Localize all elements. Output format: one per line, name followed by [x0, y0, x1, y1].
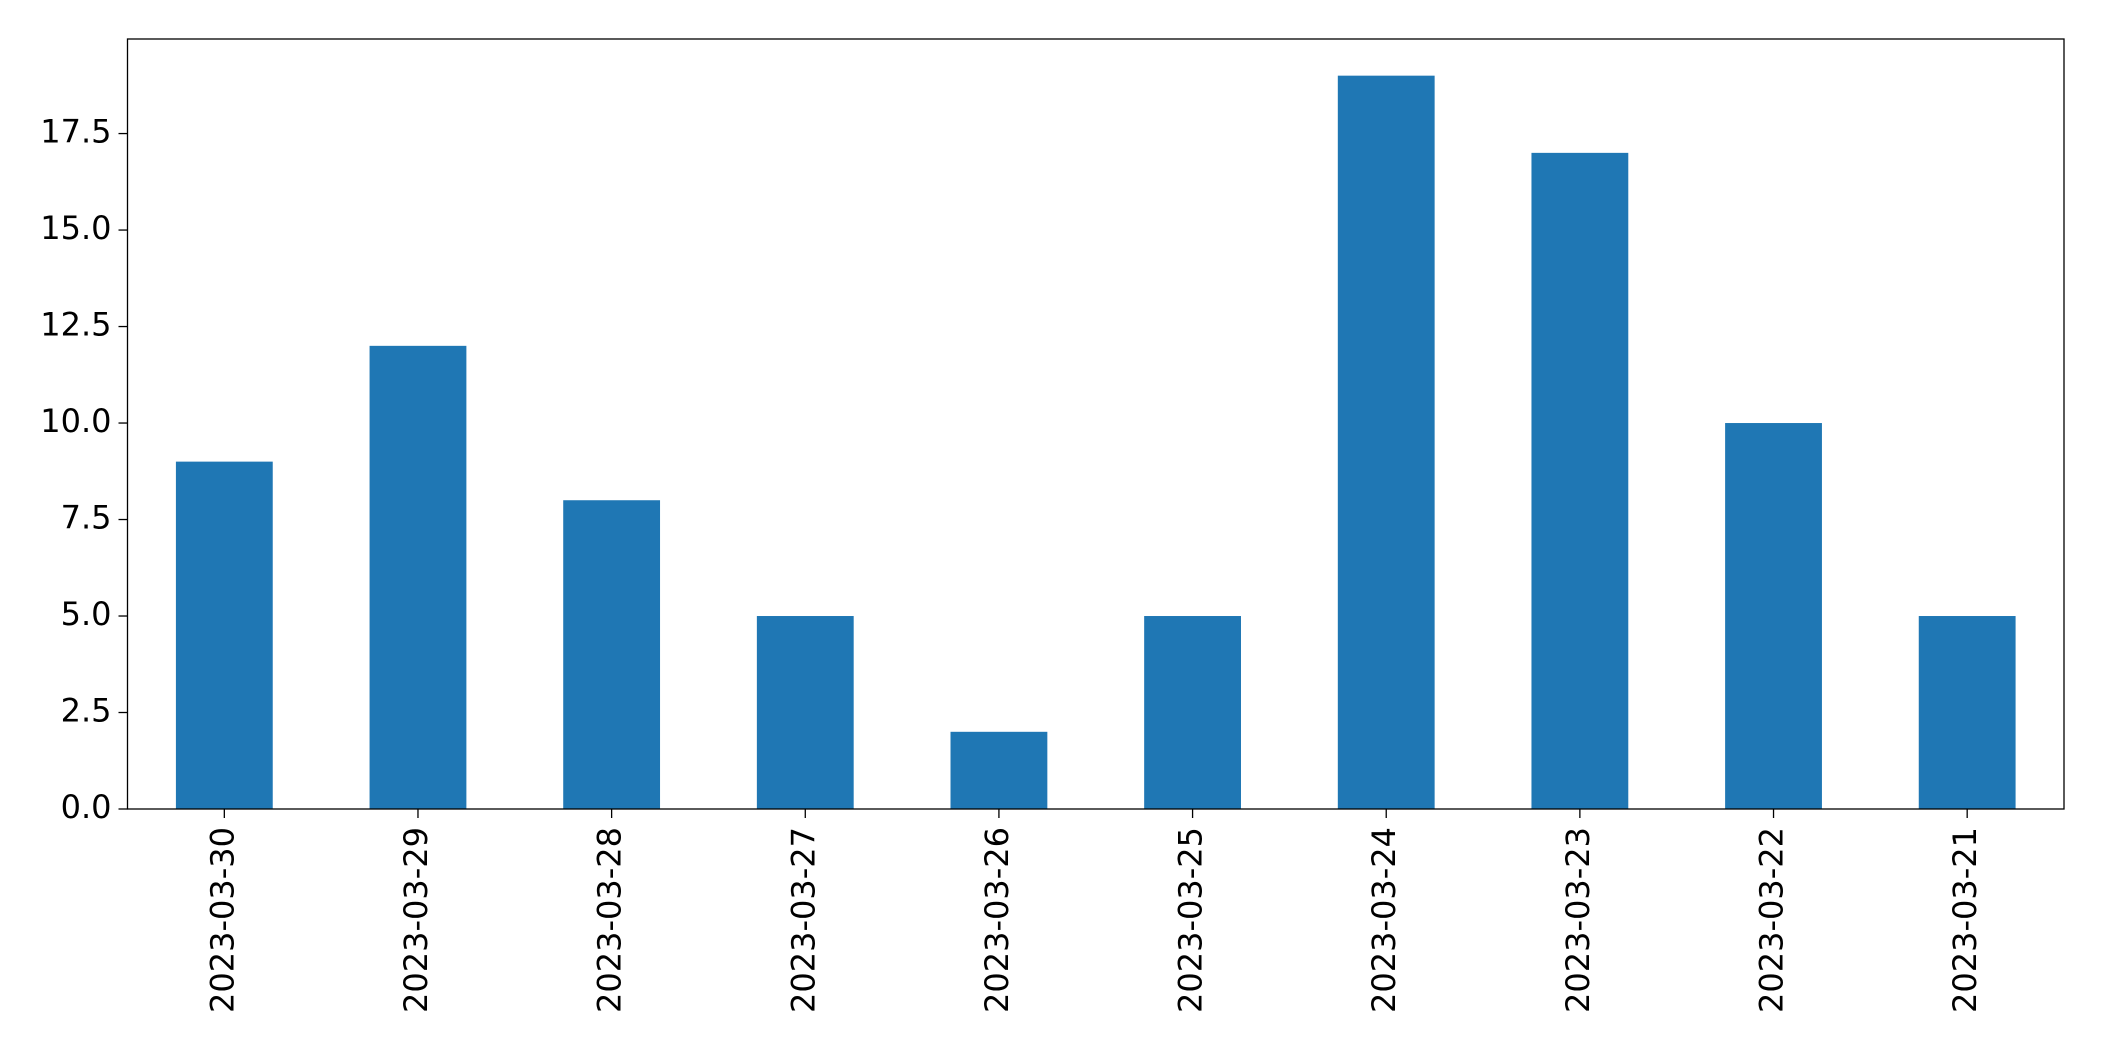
y-tick-label: 10.0 — [40, 402, 111, 440]
x-tick-label: 2023-03-22 — [1753, 827, 1791, 1013]
x-tick-label: 2023-03-26 — [978, 827, 1016, 1013]
bar — [756, 616, 854, 809]
x-tick-label: 2023-03-27 — [784, 827, 822, 1013]
x-tick-label: 2023-03-24 — [1365, 827, 1403, 1013]
bar — [369, 345, 467, 809]
y-tick-label: 5.0 — [61, 595, 112, 633]
x-tick-label: 2023-03-30 — [203, 827, 241, 1013]
y-tick-label: 0.0 — [61, 788, 112, 826]
bar — [1337, 75, 1435, 809]
y-tick-label: 17.5 — [40, 113, 111, 151]
bar — [1918, 616, 2016, 809]
plot-frame — [126, 38, 2065, 810]
bar — [1531, 152, 1629, 810]
bar — [1144, 616, 1241, 809]
y-tick-label: 15.0 — [40, 209, 111, 247]
y-tick-label: 2.5 — [61, 692, 112, 730]
bar — [1725, 423, 1822, 809]
x-tick-label: 2023-03-29 — [397, 827, 435, 1013]
x-tick-label: 2023-03-23 — [1559, 827, 1597, 1013]
x-tick-label: 2023-03-28 — [591, 827, 629, 1013]
bar — [950, 731, 1048, 809]
y-tick-label: 7.5 — [61, 499, 112, 537]
x-tick-label: 2023-03-21 — [1946, 827, 1984, 1013]
y-tick-label: 12.5 — [40, 306, 111, 344]
x-tick-label: 2023-03-25 — [1172, 827, 1210, 1013]
bar — [175, 461, 273, 809]
bar — [563, 500, 661, 809]
